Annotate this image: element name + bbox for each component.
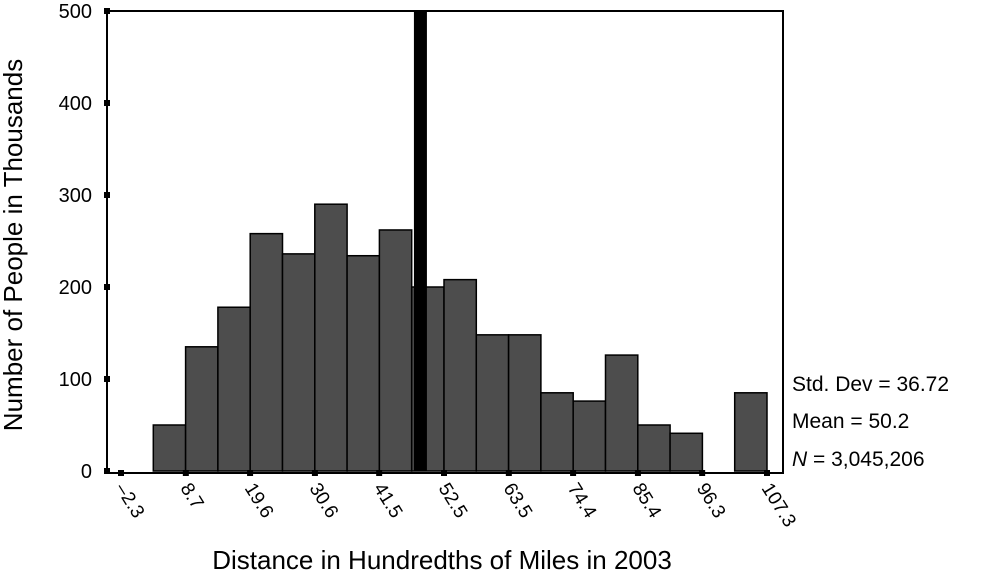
- x-tick-label: 85.4: [628, 480, 666, 523]
- histogram-bar: [346, 254, 381, 472]
- mean-line: [413, 11, 427, 471]
- y-axis-ticks: 0 100 200 300 400 500: [59, 1, 110, 483]
- n-symbol: N: [792, 448, 808, 471]
- y-tick-label: 400: [59, 93, 92, 115]
- histogram-bar: [475, 334, 510, 472]
- x-tick-mark: [441, 470, 447, 476]
- y-tick-label: 200: [59, 277, 92, 299]
- histogram-bar: [152, 424, 187, 472]
- y-tick-mark: [104, 376, 110, 382]
- y-tick-label: 300: [59, 185, 92, 207]
- x-tick-label: 107.3: [757, 480, 800, 531]
- histogram-bar: [604, 354, 639, 472]
- x-tick-mark: [182, 470, 189, 476]
- histogram-bar: [217, 306, 251, 472]
- x-axis-ticks: –2.3 8.7 19.6 30.6 41.5 52.5 63.5 74.4 85.4 96.3 1…: [111, 470, 800, 531]
- histogram-bar: [249, 232, 284, 472]
- histogram-bar: [733, 392, 768, 472]
- histogram-bar: [637, 424, 671, 472]
- histogram-bar: [184, 346, 219, 472]
- n-stat: N = 3,045,206: [792, 448, 925, 472]
- mean-stat: Mean = 50.2: [792, 410, 910, 433]
- histogram-bar: [669, 432, 704, 472]
- x-tick-label: 74.4: [563, 480, 601, 523]
- x-tick-mark: [505, 470, 512, 476]
- y-tick-mark: [104, 192, 110, 198]
- x-tick-label: 8.7: [176, 480, 208, 514]
- histogram-bar: [281, 253, 316, 472]
- y-tick-mark: [104, 100, 110, 106]
- x-tick-mark: [311, 470, 318, 476]
- x-tick-mark: [634, 470, 641, 476]
- x-tick-label: 19.6: [240, 480, 277, 522]
- x-axis-label: Distance in Hundredths of Miles in 2003: [212, 545, 672, 575]
- histogram-bar: [572, 400, 607, 472]
- x-tick-mark: [247, 470, 254, 476]
- y-tick-label: 100: [59, 369, 92, 391]
- y-tick-mark: [104, 8, 110, 14]
- bars-group: [152, 203, 768, 472]
- x-tick-mark: [764, 470, 770, 476]
- x-tick-mark: [376, 470, 383, 476]
- histogram-bar: [540, 392, 574, 472]
- histogram-bar: [314, 203, 348, 472]
- histogram-bar: [378, 229, 413, 472]
- x-tick-mark: [699, 470, 706, 476]
- n-value: = 3,045,206: [807, 448, 925, 471]
- y-tick-mark: [104, 284, 110, 290]
- y-axis-label: Number of People in Thousands: [0, 59, 28, 431]
- x-tick-label: 30.6: [305, 480, 342, 522]
- x-tick-label: 41.5: [369, 480, 406, 522]
- y-tick-label: 500: [59, 1, 92, 23]
- x-tick-label: 52.5: [434, 480, 471, 522]
- x-tick-mark: [570, 470, 577, 476]
- x-tick-label: 63.5: [499, 480, 536, 522]
- x-tick-mark: [118, 470, 124, 476]
- histogram-bar: [507, 334, 542, 472]
- histogram-bar: [443, 278, 478, 472]
- x-tick-label: –2.3: [111, 480, 148, 522]
- y-tick-label: 0: [81, 461, 92, 483]
- std-dev-stat: Std. Dev = 36.72: [792, 373, 950, 396]
- x-tick-label: 96.3: [692, 480, 729, 522]
- y-tick-mark: [104, 468, 110, 474]
